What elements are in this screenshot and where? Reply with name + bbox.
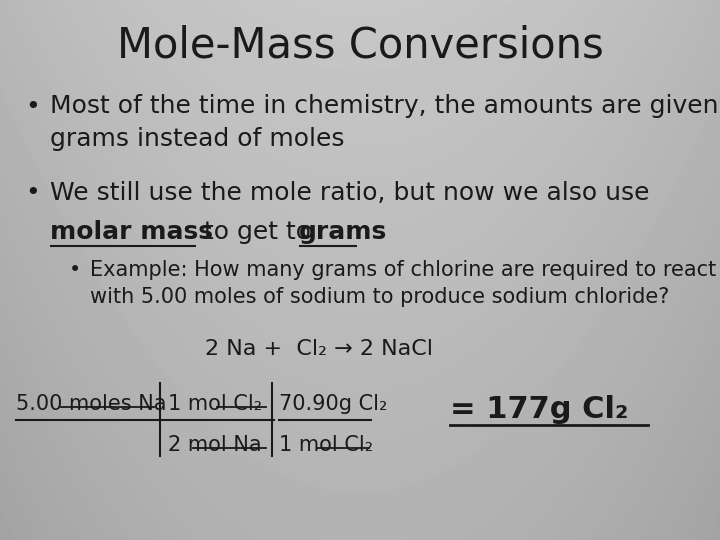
Text: 2 Na +  Cl₂ → 2 NaCl: 2 Na + Cl₂ → 2 NaCl: [205, 339, 433, 359]
Text: 1 mol Cl₂: 1 mol Cl₂: [279, 435, 374, 455]
Text: grams: grams: [299, 220, 387, 244]
Text: molar mass: molar mass: [50, 220, 213, 244]
Text: We still use the mole ratio, but now we also use: We still use the mole ratio, but now we …: [50, 181, 650, 205]
Text: Example: How many grams of chlorine are required to react
with 5.00 moles of sod: Example: How many grams of chlorine are …: [90, 260, 716, 307]
Text: 1 mol Cl₂: 1 mol Cl₂: [168, 394, 262, 414]
Text: = 177g Cl₂: = 177g Cl₂: [450, 395, 629, 424]
Text: 2 mol Na: 2 mol Na: [168, 435, 261, 455]
Text: 70.90g Cl₂: 70.90g Cl₂: [279, 394, 388, 414]
Text: •: •: [25, 181, 40, 205]
Text: •: •: [68, 260, 81, 280]
Text: Most of the time in chemistry, the amounts are given in
grams instead of moles: Most of the time in chemistry, the amoun…: [50, 94, 720, 151]
Text: to get to: to get to: [196, 220, 319, 244]
Text: Mole-Mass Conversions: Mole-Mass Conversions: [117, 24, 603, 66]
Text: 5.00 moles Na: 5.00 moles Na: [16, 394, 166, 414]
Text: •: •: [25, 94, 40, 118]
